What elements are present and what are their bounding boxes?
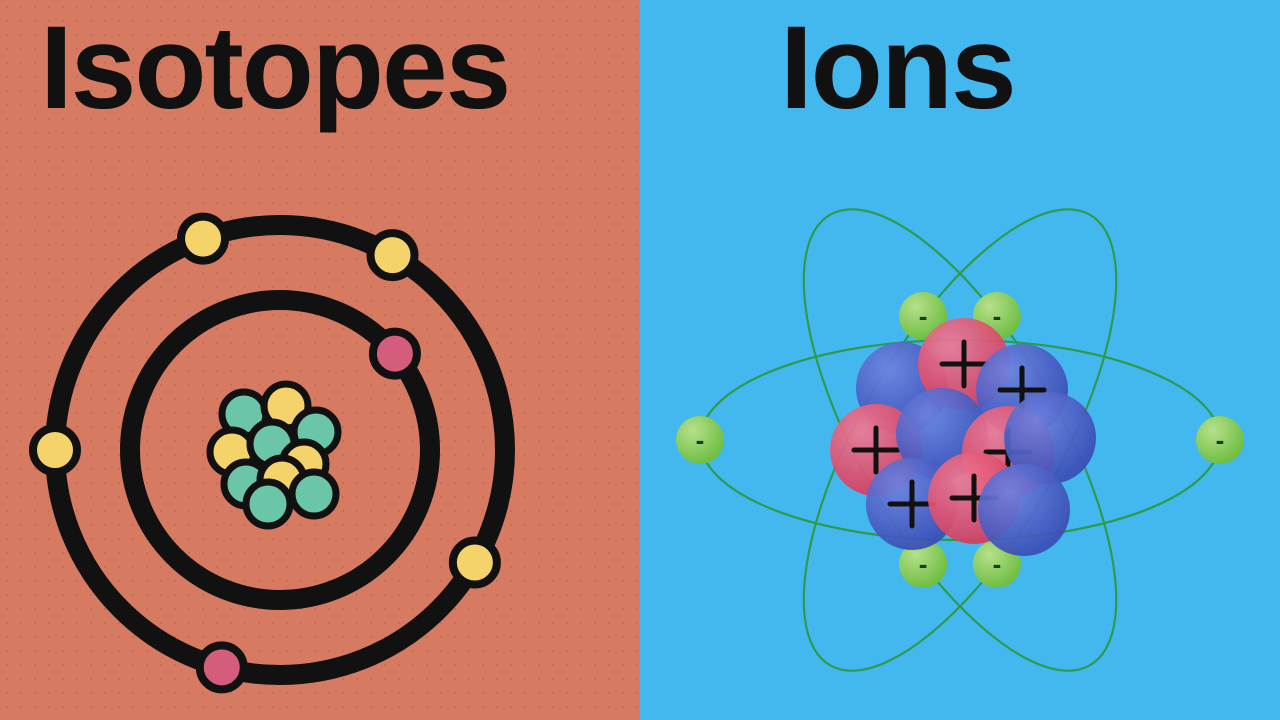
ions-title: Ions (780, 0, 1015, 136)
svg-text:-: - (919, 301, 928, 331)
svg-text:-: - (1216, 425, 1225, 455)
ions-panel: Ions - - - - - - (640, 0, 1280, 720)
svg-text:-: - (919, 549, 928, 579)
svg-text:-: - (993, 549, 1002, 579)
svg-text:-: - (993, 301, 1002, 331)
isotopes-title: Isotopes (40, 0, 509, 136)
svg-text:-: - (696, 425, 705, 455)
isotopes-panel: Isotopes (0, 0, 640, 720)
infographic-container: Isotopes Ions - - - - - - (0, 0, 1280, 720)
